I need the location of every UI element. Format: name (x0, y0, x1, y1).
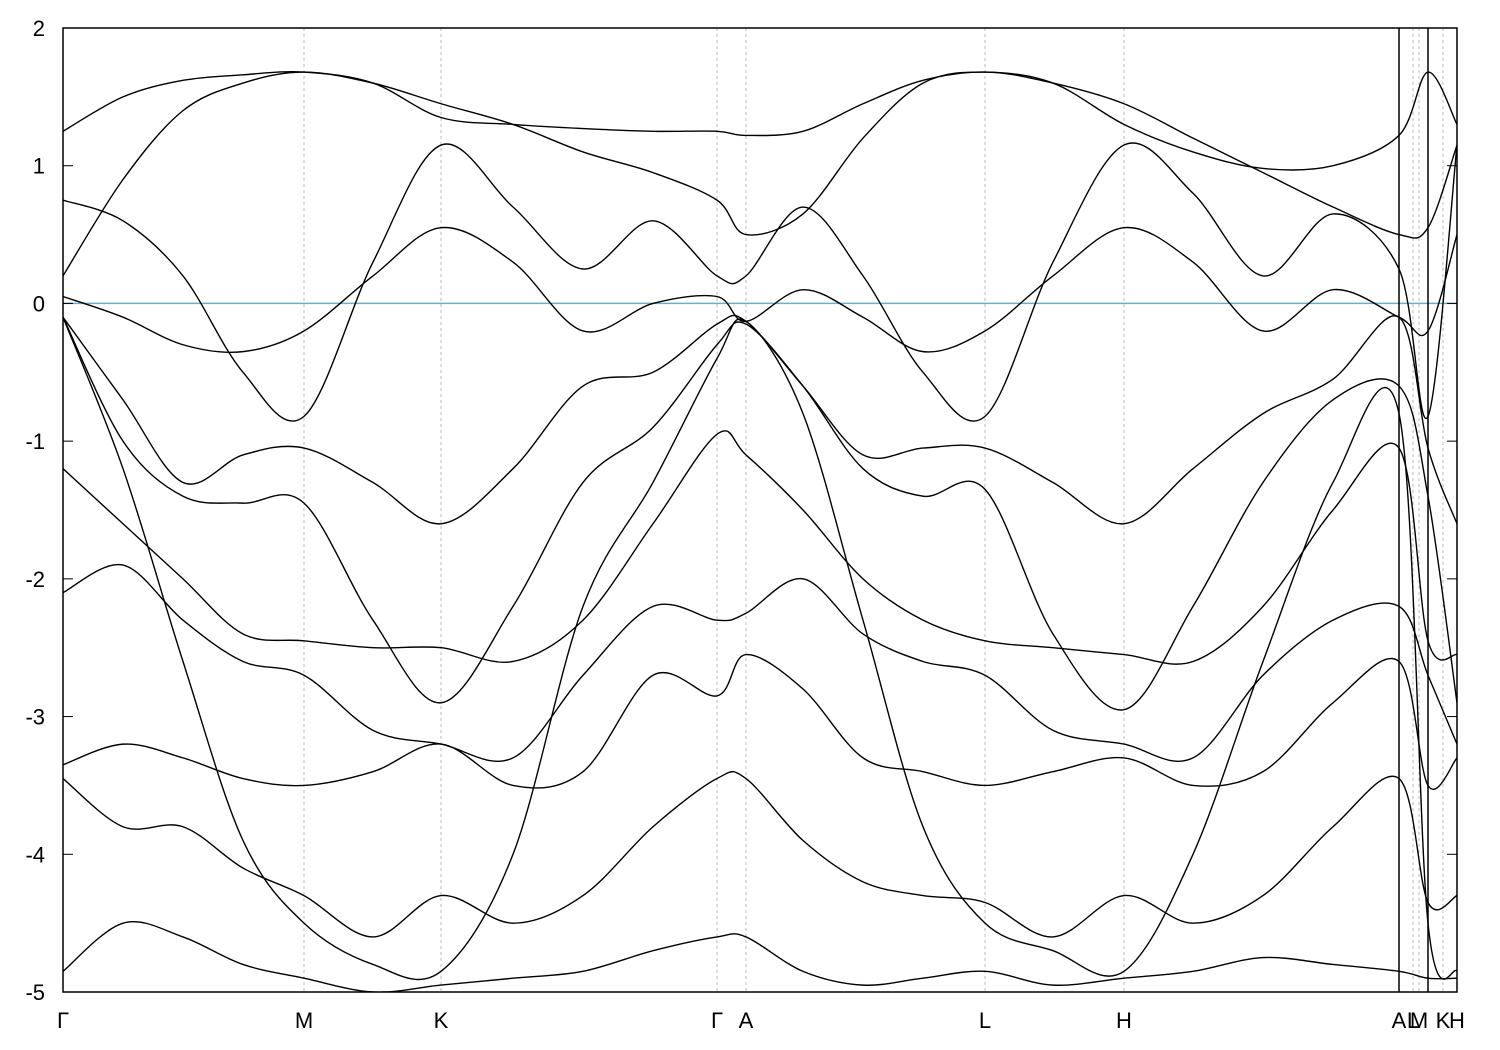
y-tick-label: -2 (25, 567, 45, 592)
y-tick-label: -3 (25, 705, 45, 730)
x-tick-label: M (295, 1008, 313, 1033)
band (63, 563, 1457, 763)
x-tick-label: A (739, 1008, 754, 1033)
x-tick-label: L (1407, 1008, 1419, 1033)
band (63, 316, 1457, 711)
band (63, 921, 1457, 992)
y-tick-label: -5 (25, 980, 45, 1005)
y-tick-label: 1 (33, 154, 45, 179)
x-tick-label: Γ (57, 1008, 69, 1033)
x-tick-label: L (979, 1008, 991, 1033)
x-tick-label: H (1116, 1008, 1132, 1033)
band (63, 226, 1457, 354)
band (63, 430, 1457, 665)
x-tick-label: K (1436, 1008, 1451, 1033)
band (63, 316, 1457, 981)
plot-frame (62, 27, 1458, 993)
y-tick-label: 2 (33, 16, 45, 41)
x-tick-label: M (1410, 1008, 1428, 1033)
band (63, 71, 1457, 277)
x-tick-label: H (1449, 1008, 1465, 1033)
x-tick-label: A (1392, 1008, 1407, 1033)
x-tick-label: Γ (711, 1008, 723, 1033)
bands (63, 71, 1457, 992)
x-tick-label: K (434, 1008, 449, 1033)
band (63, 653, 1457, 790)
band (63, 142, 1457, 422)
y-tick-label: 0 (33, 291, 45, 316)
band (63, 770, 1457, 938)
y-tick-label: -1 (25, 429, 45, 454)
y-tick-label: -4 (25, 842, 45, 867)
